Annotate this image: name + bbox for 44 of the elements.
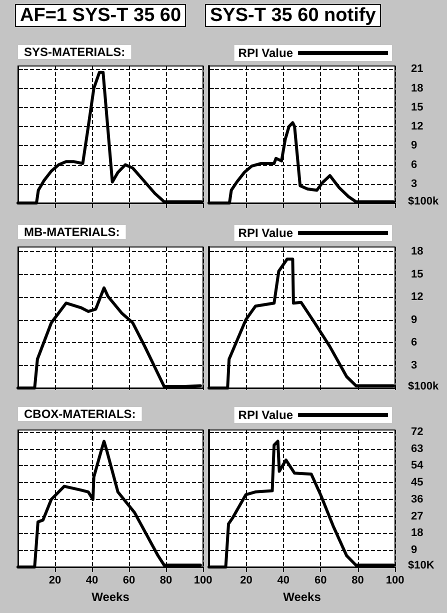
chart-subtitle: CBOX-MATERIALS: <box>24 407 136 421</box>
y-tick-label: 27 <box>411 510 424 522</box>
y-axis-title: $100k <box>408 380 440 392</box>
chart-subtitle: MB-MATERIALS: <box>24 225 120 239</box>
y-tick-label: 6 <box>411 336 418 349</box>
text: RPI Value <box>238 408 294 422</box>
text: RPI Value <box>238 46 294 60</box>
x-tick-label: 40 <box>277 574 290 586</box>
x-tick-label: 20 <box>240 574 252 586</box>
x-tick-label: 40 <box>86 574 98 586</box>
x-tick-label: 20 <box>48 574 62 586</box>
chart-subtitle: SYS-MATERIALS: <box>24 45 126 59</box>
y-tick-label: 15 <box>411 101 424 114</box>
x-axis-title: Weeks <box>283 590 322 604</box>
y-tick-label: 36 <box>411 493 424 506</box>
x-tick-label: 80 <box>160 574 172 586</box>
y-tick-label: 3 <box>411 178 418 190</box>
x-tick-label: 80 <box>352 574 364 586</box>
y-tick-label: 21 <box>411 63 424 76</box>
x-tick-label: 60 <box>122 574 136 586</box>
chart-title: AF=1 SYS-T 35 60 <box>20 5 182 26</box>
y-tick-label: 9 <box>411 314 418 326</box>
y-tick-label: 9 <box>411 544 418 556</box>
y-tick-label: 72 <box>411 426 424 438</box>
text: RPI Value <box>238 226 294 240</box>
y-tick-label: 45 <box>411 476 424 489</box>
x-axis-title: Weeks <box>92 590 130 604</box>
y-tick-label: 3 <box>411 359 418 372</box>
y-tick-label: 6 <box>411 158 418 171</box>
y-axis-title: $100k <box>408 196 440 208</box>
y-tick-label: 12 <box>411 291 424 304</box>
y-tick-label: 9 <box>411 140 418 152</box>
y-axis-title: $10K <box>408 560 434 572</box>
y-tick-label: 54 <box>411 460 424 472</box>
x-tick-label: 100 <box>386 574 404 586</box>
chart-title: SYS-T 35 60 notify <box>210 5 376 26</box>
y-tick-label: 18 <box>411 246 424 258</box>
y-tick-label: 63 <box>411 442 424 455</box>
y-tick-label: 18 <box>411 527 424 540</box>
x-tick-label: 60 <box>314 574 327 586</box>
y-tick-label: 15 <box>411 268 424 280</box>
x-tick-label: 100 <box>194 574 212 586</box>
y-tick-label: 18 <box>411 82 424 94</box>
y-tick-label: 12 <box>411 120 424 133</box>
